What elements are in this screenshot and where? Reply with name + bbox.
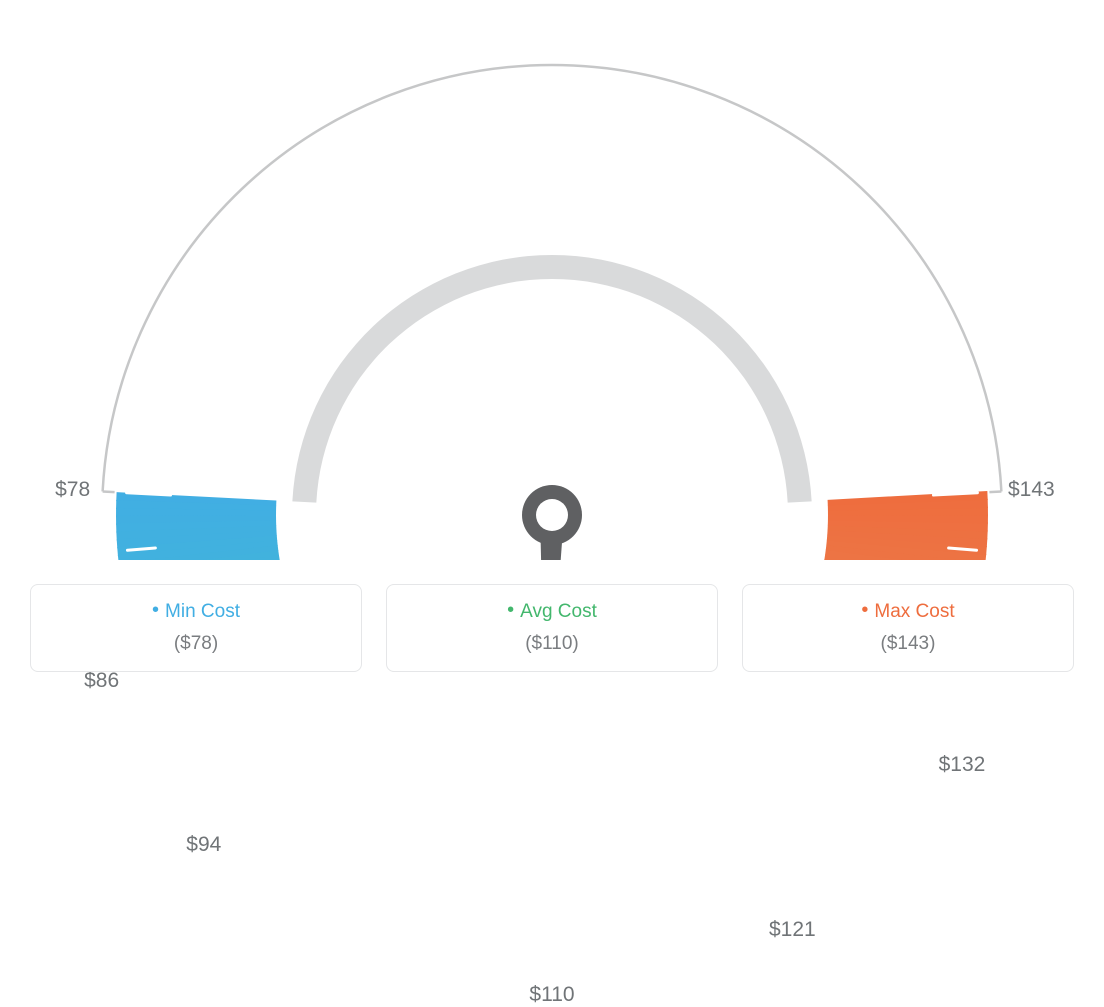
legend-value: ($78) bbox=[49, 633, 343, 655]
legend-value: ($110) bbox=[405, 633, 699, 655]
legend-title: • Min Cost bbox=[49, 599, 343, 623]
legend-title-text: Avg Cost bbox=[520, 601, 597, 622]
scale-label: $94 bbox=[186, 833, 221, 857]
bullet-icon: • bbox=[507, 599, 514, 621]
legend-value: ($143) bbox=[761, 633, 1055, 655]
legend-title-text: Min Cost bbox=[165, 601, 240, 622]
legend-card-avg-cost: • Avg Cost ($110) bbox=[386, 584, 718, 672]
gauge-inner-ring bbox=[292, 255, 811, 503]
bullet-icon: • bbox=[152, 599, 159, 621]
legend-title-text: Max Cost bbox=[874, 601, 954, 622]
cost-gauge: $78$86$94$110$121$132$143 bbox=[0, 0, 1104, 560]
scale-label: $143 bbox=[1008, 478, 1055, 502]
legend-card-max-cost: • Max Cost ($143) bbox=[742, 584, 1074, 672]
bullet-icon: • bbox=[861, 599, 868, 621]
scale-label: $110 bbox=[529, 983, 574, 1007]
scale-label: $121 bbox=[769, 918, 816, 942]
legend-title: • Avg Cost bbox=[405, 599, 699, 623]
legend-row: • Min Cost ($78) • Avg Cost ($110) • Max Cost ($… bbox=[30, 584, 1074, 672]
legend-title: • Max Cost bbox=[761, 599, 1055, 623]
legend-card-min-cost: • Min Cost ($78) bbox=[30, 584, 362, 672]
scale-label: $78 bbox=[55, 478, 90, 502]
scale-label: $132 bbox=[939, 753, 986, 777]
gauge-svg bbox=[0, 0, 1104, 560]
